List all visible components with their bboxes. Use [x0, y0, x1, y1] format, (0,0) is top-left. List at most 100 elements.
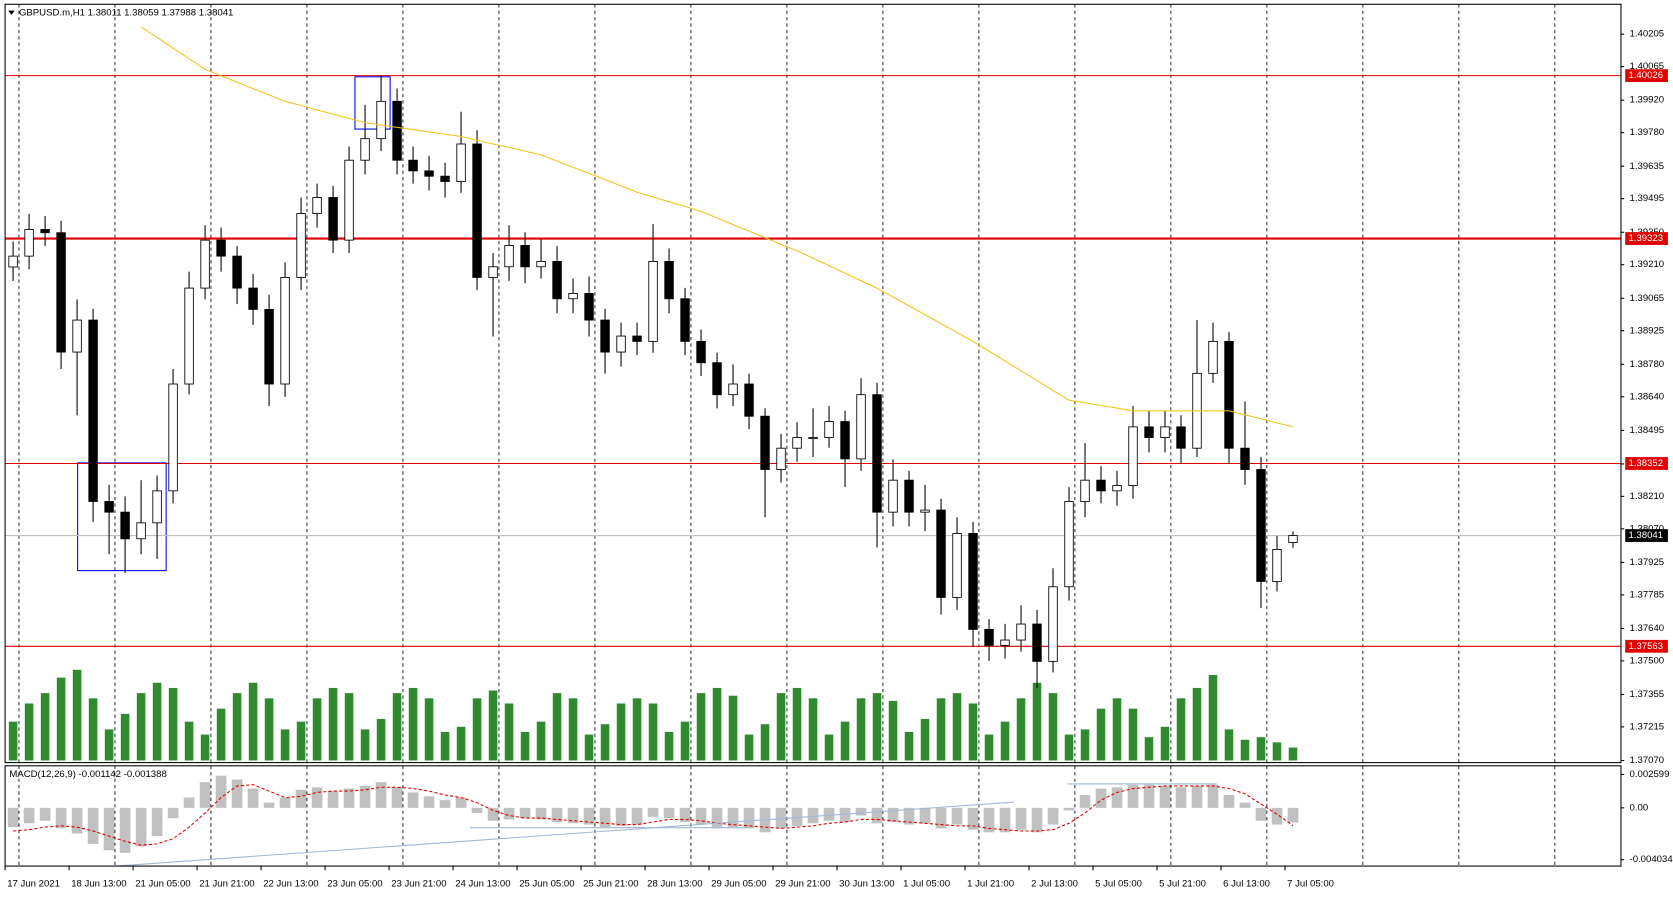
candle-body [232, 255, 242, 289]
candle-body [264, 308, 274, 385]
macd-bar [1111, 787, 1123, 808]
macd-bar [711, 807, 723, 829]
volume-bar [232, 693, 242, 761]
candle-body [632, 335, 642, 342]
macd-bar [695, 807, 707, 825]
macd-bar [183, 797, 195, 808]
volume-bar [808, 698, 818, 761]
volume-bar [1096, 708, 1106, 761]
candle-body [328, 197, 338, 241]
volume-bar [616, 703, 626, 761]
x-tick-label: 22 Jun 13:00 [263, 879, 318, 890]
volume-bar [1192, 687, 1202, 761]
level-tag [1625, 639, 1668, 653]
y-tick-label: 1.38495 [1630, 425, 1665, 436]
volume-bar [440, 731, 450, 761]
candle-body [1176, 426, 1186, 449]
y-tick-label: 1.40205 [1630, 29, 1665, 40]
candle-body [1112, 485, 1122, 492]
level-tag [1625, 457, 1668, 470]
x-tick-label: 5 Jul 21:00 [1159, 879, 1206, 890]
volume-bar [264, 698, 274, 761]
macd-bar [151, 807, 163, 837]
candle-body [568, 292, 578, 300]
volume-bar [328, 687, 338, 761]
level-tag [1625, 232, 1668, 245]
y-tick-label: 1.39635 [1630, 161, 1665, 172]
macd-bar [39, 807, 51, 821]
volume-bar [552, 693, 562, 761]
volume-bar [824, 734, 834, 761]
candle-body [920, 509, 930, 513]
candle-body [24, 229, 34, 257]
volume-bar [520, 731, 530, 761]
y-tick-label: 1.37925 [1630, 557, 1665, 568]
macd-bar [647, 807, 659, 817]
macd-y-tick-label: 0.00 [1630, 802, 1649, 813]
volume-bar [776, 693, 786, 761]
level-tag [1625, 69, 1668, 83]
macd-bar [871, 807, 883, 824]
macd-bar [887, 807, 899, 822]
macd-bar [1127, 784, 1139, 808]
y-tick-label: 1.38210 [1630, 491, 1665, 502]
macd-bar [1079, 794, 1091, 808]
macd-bar [407, 792, 419, 808]
volume-bar [728, 695, 738, 761]
macd-bar [903, 807, 915, 825]
candle-body [168, 383, 178, 492]
volume-bar [1256, 737, 1266, 761]
volume-bar [664, 731, 674, 761]
candle-body [1048, 586, 1058, 662]
macd-bar [807, 807, 819, 824]
candle-body [1144, 426, 1154, 438]
volume-bar [1144, 737, 1154, 761]
candle-body [424, 170, 434, 177]
candle-body [584, 292, 594, 321]
volume-bar [968, 703, 978, 761]
volume-bar [40, 693, 50, 761]
volume-bar [840, 721, 850, 761]
macd-bar [1255, 807, 1267, 821]
volume-bar [344, 693, 354, 761]
candle-body [824, 421, 834, 438]
volume-bar [952, 693, 962, 761]
x-tick-label: 6 Jul 13:00 [1223, 879, 1270, 890]
volume-bar [856, 698, 866, 761]
macd-bar [1207, 784, 1219, 808]
volume-bar [168, 687, 178, 761]
macd-bar [327, 791, 339, 808]
macd-bar [631, 807, 643, 825]
volume-bar [1112, 698, 1122, 761]
x-tick-label: 18 Jun 13:00 [71, 879, 126, 890]
macd-bar [23, 807, 35, 824]
marked-zone [354, 76, 391, 130]
macd-bar [663, 807, 675, 819]
candle-body [456, 143, 466, 182]
level-label: 1.37563 [1628, 641, 1663, 652]
macd-y-tick-label: -0.004034 [1630, 854, 1673, 865]
level-label: 1.39323 [1628, 233, 1663, 244]
volume-bar [88, 698, 98, 761]
volume-bar [360, 729, 370, 761]
volume-bar [680, 721, 690, 761]
volume-bar [760, 724, 770, 761]
candle-body [840, 421, 850, 460]
macd-bar [855, 807, 867, 816]
macd-bar [503, 807, 515, 820]
x-tick-label: 7 Jul 05:00 [1287, 879, 1334, 890]
volume-bar [1288, 747, 1298, 761]
macd-bar [1271, 807, 1283, 825]
volume-bar [920, 719, 930, 761]
candle-body [984, 628, 994, 646]
y-tick-label: 1.40065 [1630, 61, 1665, 72]
candle-body [360, 138, 370, 161]
macd-bar [71, 807, 83, 834]
chart-title: GBPUSD.m,H1 1.38011 1.38059 1.37988 1.38… [19, 7, 233, 18]
volume-bar [136, 693, 146, 761]
period-separators [18, 4, 1556, 867]
candle-body [1240, 447, 1250, 470]
menu-arrow[interactable] [8, 10, 15, 15]
candle-body [888, 479, 898, 513]
macd-bar [231, 779, 243, 808]
